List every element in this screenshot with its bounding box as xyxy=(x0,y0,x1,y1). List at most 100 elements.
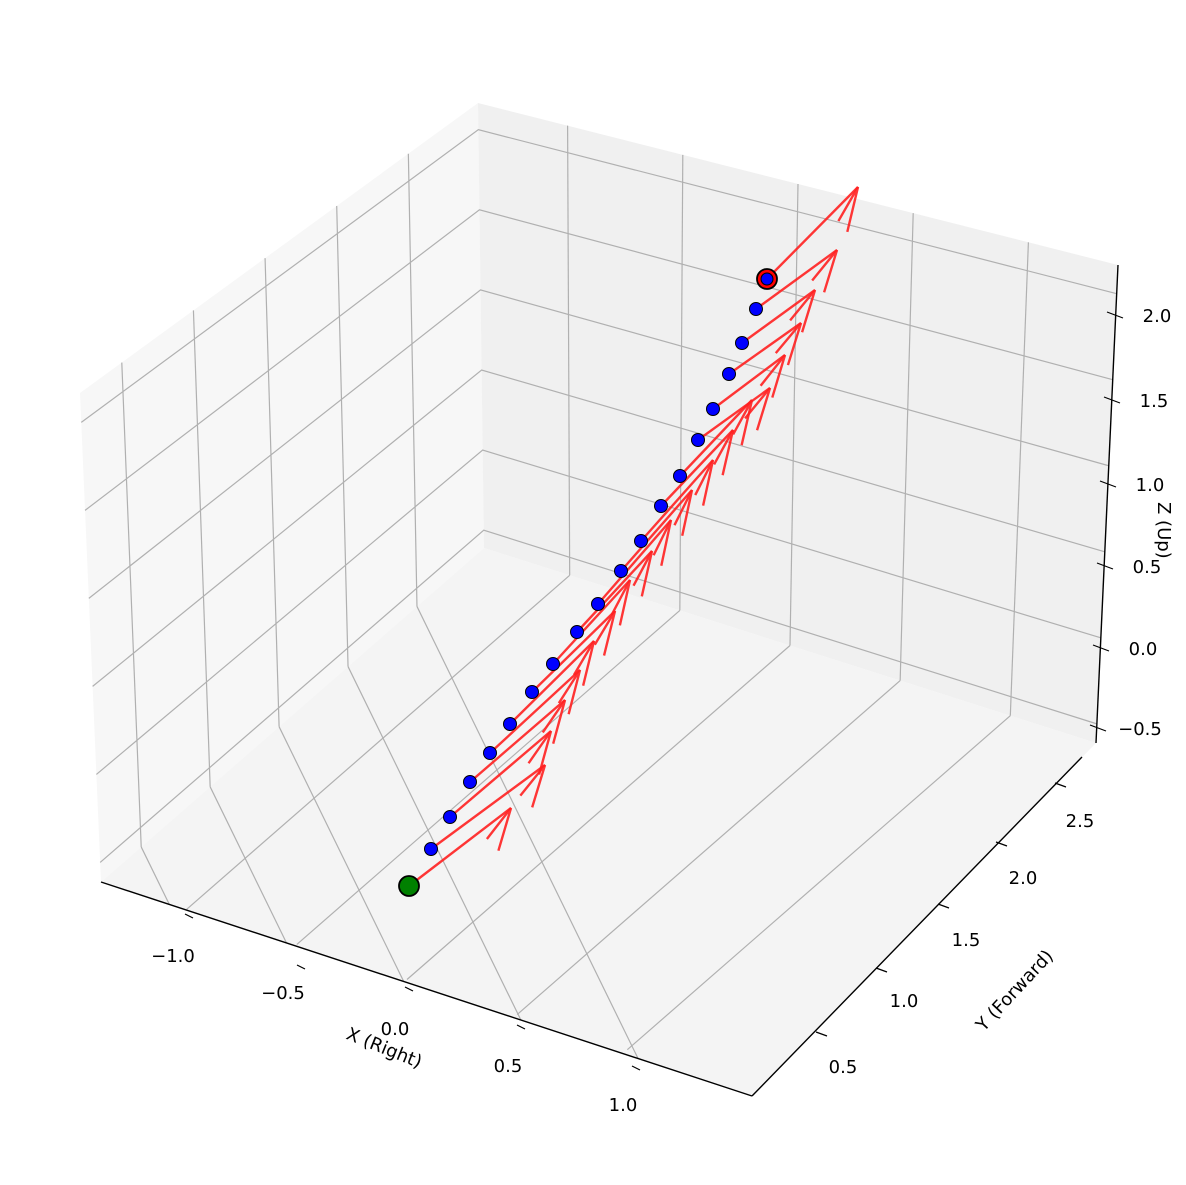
trajectory-point xyxy=(673,469,687,483)
gridline xyxy=(566,125,571,576)
direction-arrow xyxy=(489,669,581,754)
direction-arrow xyxy=(430,764,546,850)
z-tick xyxy=(1103,396,1121,404)
x-tick xyxy=(631,1065,641,1071)
gridline xyxy=(407,153,418,607)
trajectory-point xyxy=(722,367,736,381)
gridline xyxy=(296,609,681,945)
trajectory-point xyxy=(735,336,749,350)
z-tick xyxy=(1099,480,1117,488)
y-tick-label: 0.5 xyxy=(829,1057,858,1078)
gridline xyxy=(1009,242,1029,716)
z-tick-label: 0.5 xyxy=(1133,557,1162,578)
gridline xyxy=(278,726,405,982)
direction-arrow xyxy=(408,807,512,887)
direction-arrow xyxy=(712,354,786,410)
gridline xyxy=(186,574,571,910)
z-tick xyxy=(1096,562,1114,570)
trajectory-point xyxy=(483,746,497,760)
z-axis-label: Z (Up) xyxy=(1153,502,1174,559)
floor-pane xyxy=(101,548,1096,1096)
arrowhead xyxy=(632,550,654,597)
arrowhead xyxy=(557,669,582,715)
y-tick-label: 2.0 xyxy=(1009,868,1038,889)
y-tick-label: 2.5 xyxy=(1066,811,1095,832)
arrowhead xyxy=(744,387,772,431)
arrowhead xyxy=(572,640,596,686)
direction-arrow xyxy=(620,489,693,572)
gridline xyxy=(789,183,799,646)
y-tick xyxy=(1054,782,1067,788)
gridline xyxy=(899,213,914,681)
x-tick xyxy=(296,964,306,970)
trajectory-point xyxy=(424,842,438,856)
arrowhead xyxy=(610,579,632,626)
arrowhead xyxy=(774,322,803,366)
gridline xyxy=(80,129,1117,423)
gridline xyxy=(679,154,684,611)
trajectory-point xyxy=(463,775,477,789)
y-axis-line xyxy=(751,756,1083,1097)
direction-arrow xyxy=(755,249,838,310)
trajectory-points xyxy=(398,268,778,897)
direction-arrow xyxy=(469,699,566,783)
trajectory-point xyxy=(525,685,539,699)
trajectory-point xyxy=(654,499,668,513)
gridline xyxy=(121,362,142,847)
arrowhead xyxy=(837,186,860,233)
direction-arrow xyxy=(552,579,631,665)
y-axis-label: Y (Forward) xyxy=(971,946,1057,1036)
z-tick-label: 0.0 xyxy=(1129,639,1158,660)
gridline xyxy=(92,369,1105,687)
y-tick-label: 1.0 xyxy=(890,991,919,1012)
z-axis-line xyxy=(1095,264,1119,744)
direction-arrow xyxy=(766,186,859,280)
direction-arrow xyxy=(640,459,714,542)
x-tick xyxy=(404,986,414,992)
trajectory-point xyxy=(614,564,628,578)
z-tick-label: −0.5 xyxy=(1118,719,1162,740)
back-pane xyxy=(478,103,1118,743)
arrowhead xyxy=(673,489,694,536)
gridline xyxy=(516,680,901,1016)
z-tick-label: 1.5 xyxy=(1140,391,1169,412)
direction-arrows xyxy=(408,186,860,887)
trajectory-point xyxy=(706,402,720,416)
direction-arrow xyxy=(449,730,552,818)
z-tick-label: 1.0 xyxy=(1136,475,1165,496)
arrowhead xyxy=(519,764,547,808)
z-tick xyxy=(1106,311,1124,319)
trajectory-point xyxy=(570,625,584,639)
y-tick-label: 1.5 xyxy=(952,930,981,951)
arrowhead xyxy=(811,249,839,293)
left-pane xyxy=(80,103,484,882)
gridline xyxy=(95,449,1102,775)
y-tick xyxy=(875,967,888,973)
x-tick-label: −1.0 xyxy=(151,946,195,967)
x-tick-label: 0.0 xyxy=(381,1019,410,1040)
gridline xyxy=(99,529,1098,863)
arrowhead xyxy=(527,730,553,775)
z-tick xyxy=(1092,644,1110,652)
arrowhead xyxy=(789,289,817,333)
trajectory-point xyxy=(691,433,705,447)
gridline xyxy=(88,289,1109,599)
x-tick xyxy=(516,1024,526,1030)
gridline xyxy=(264,258,280,727)
z-tick xyxy=(1089,724,1107,732)
arrowhead xyxy=(485,807,513,852)
gridline xyxy=(626,715,1011,1051)
x-tick xyxy=(184,913,194,919)
gridline xyxy=(336,205,349,667)
direction-arrow xyxy=(679,399,753,477)
arrowhead xyxy=(759,354,787,398)
arrowhead xyxy=(652,519,673,567)
x-tick-label: −0.5 xyxy=(261,983,305,1004)
gridline xyxy=(84,209,1113,511)
y-tick xyxy=(937,903,950,909)
x-axis-line xyxy=(100,881,753,1097)
direction-arrow xyxy=(509,640,595,725)
trajectory-point xyxy=(634,534,648,548)
